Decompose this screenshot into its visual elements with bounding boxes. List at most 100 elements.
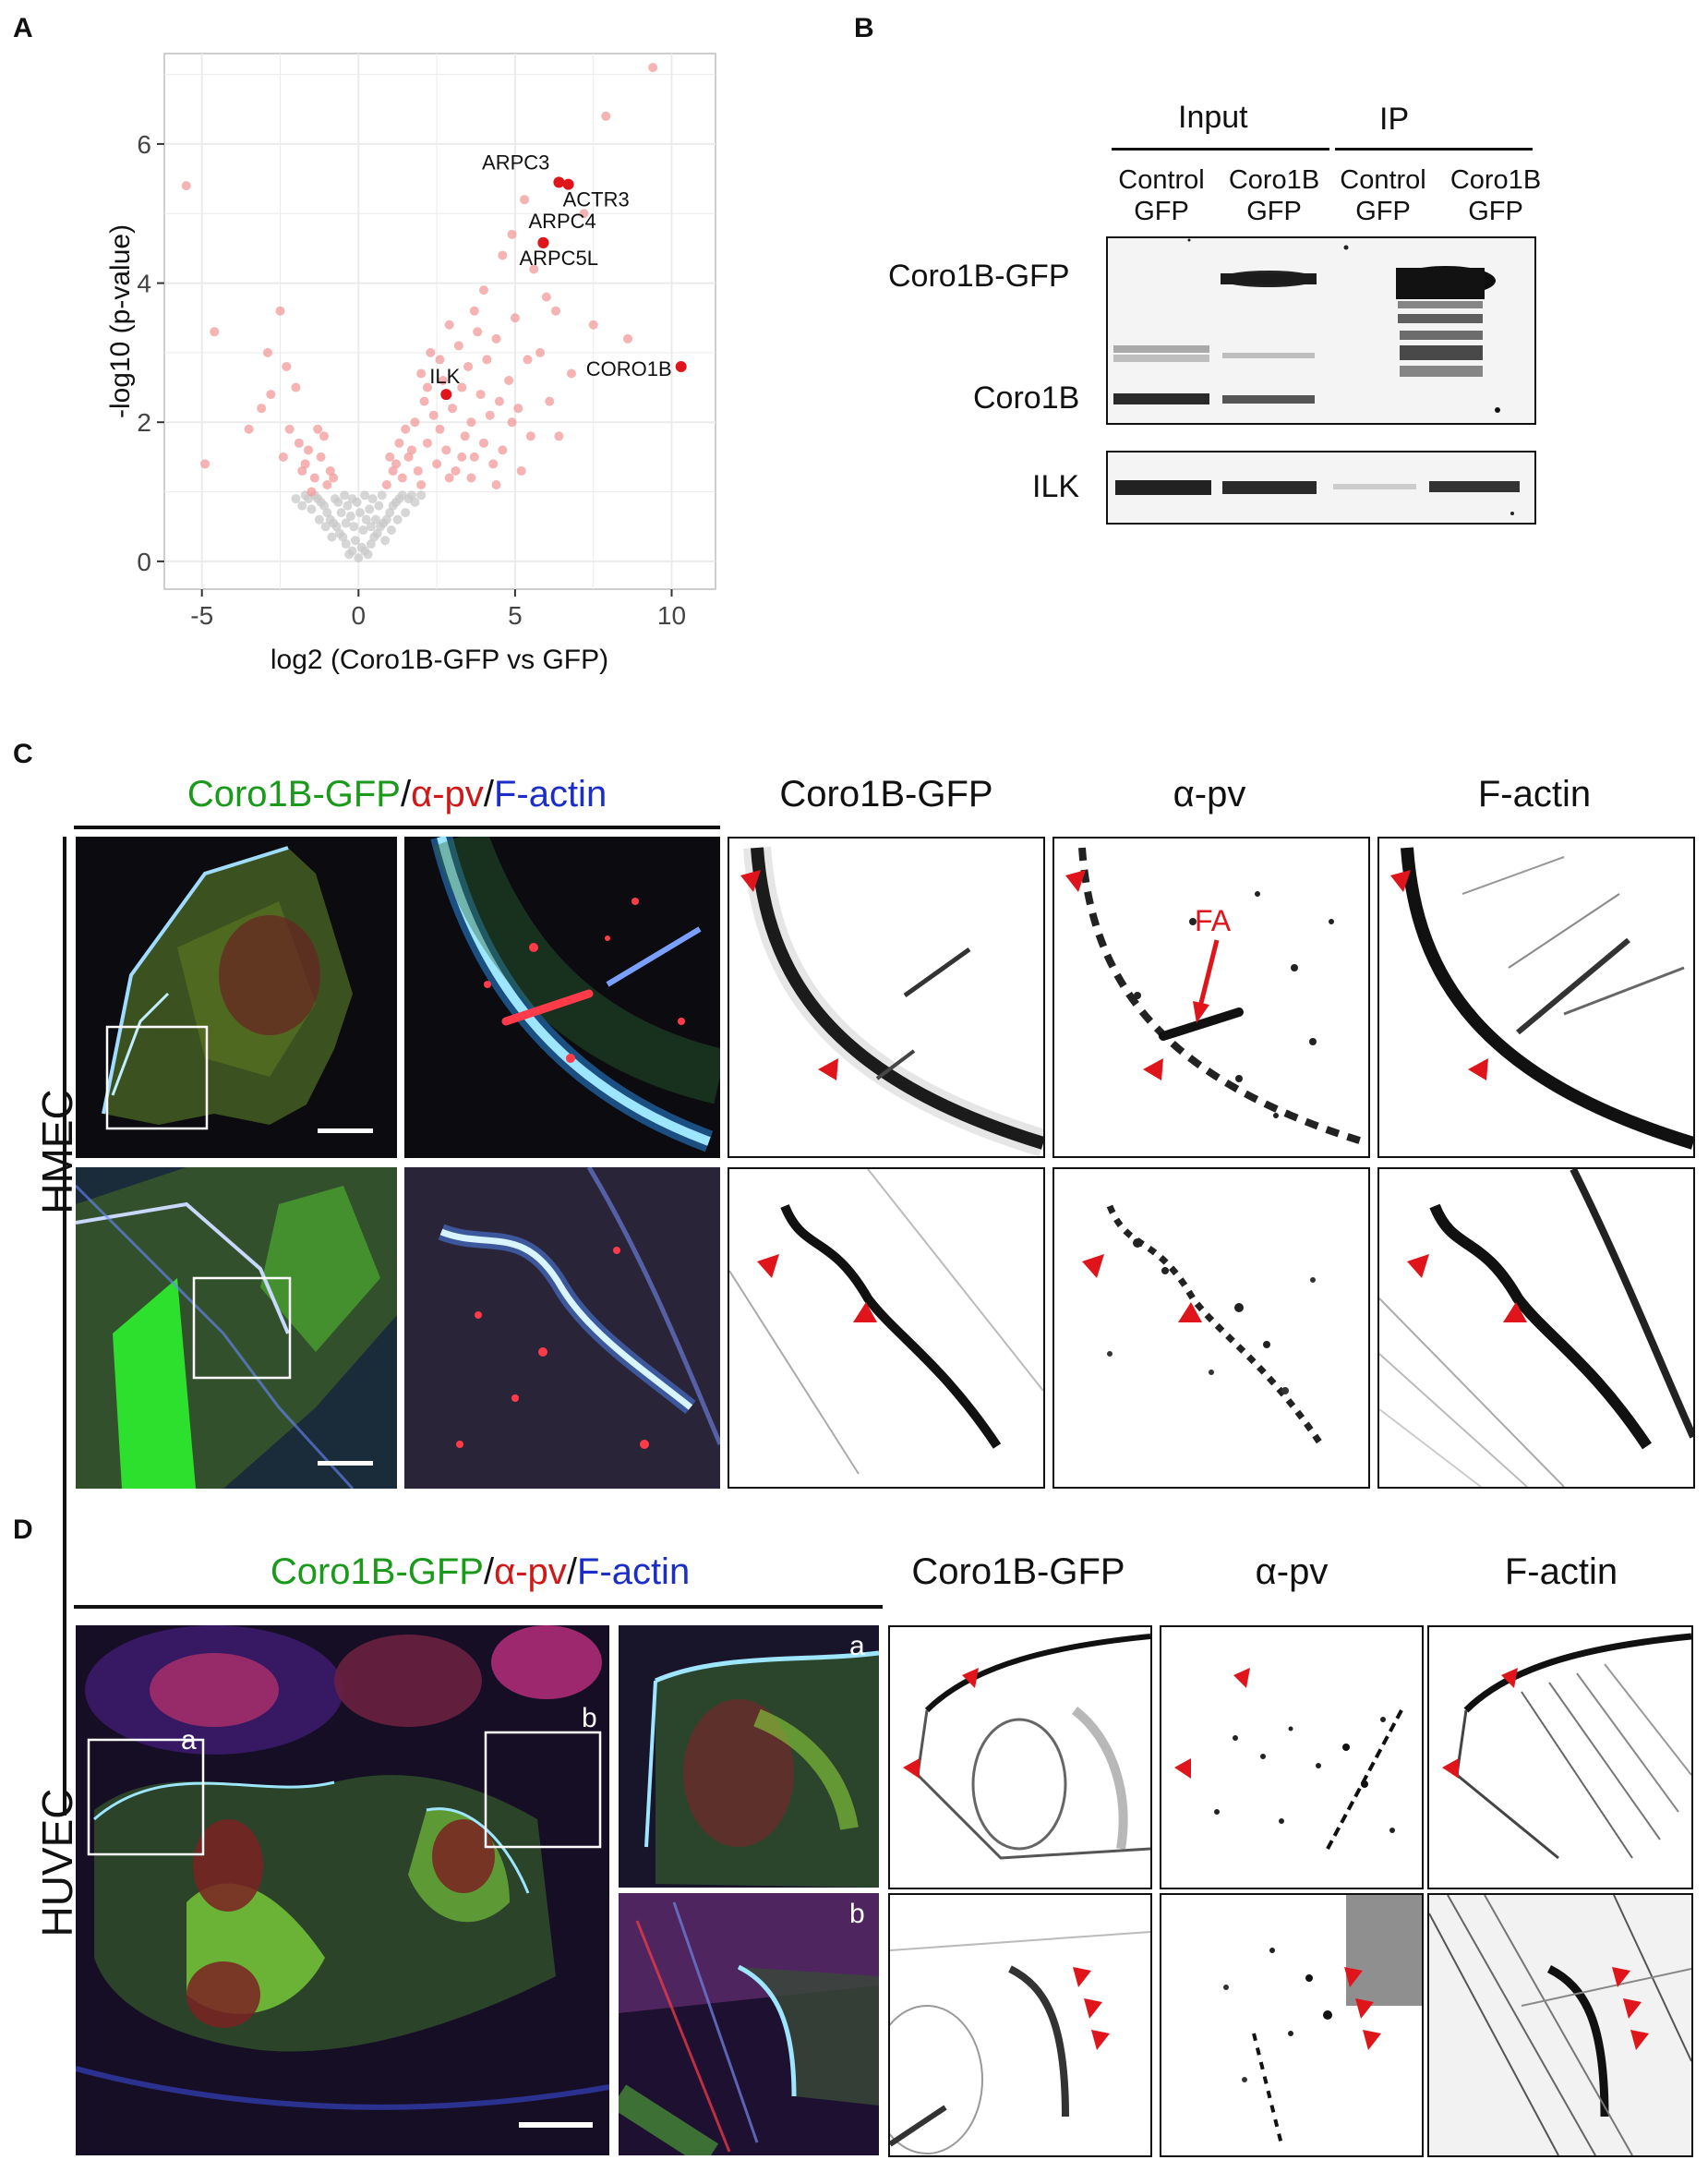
significant-point bbox=[294, 438, 304, 448]
hmec-merge-zoom-2 bbox=[404, 1167, 720, 1489]
significant-point bbox=[244, 424, 254, 434]
significant-point bbox=[257, 404, 267, 414]
significant-point bbox=[623, 333, 633, 344]
nonsignificant-point bbox=[343, 501, 353, 511]
significant-point bbox=[457, 452, 467, 462]
panel-c-channel-title-1: Coro1B-GFP bbox=[779, 774, 993, 814]
huvec-coro1b-tile-1 bbox=[888, 1625, 1152, 1889]
point-label: ARPC5L bbox=[519, 247, 598, 270]
x-axis-label: log2 (Coro1B-GFP vs GFP) bbox=[271, 645, 608, 675]
highlighted-point bbox=[562, 178, 574, 190]
inset-label-a: a bbox=[849, 1631, 865, 1661]
significant-point bbox=[498, 250, 508, 260]
significant-point bbox=[278, 452, 288, 462]
nonsignificant-point bbox=[341, 518, 351, 528]
significant-point bbox=[435, 424, 445, 434]
nonsignificant-point bbox=[325, 514, 335, 525]
significant-point bbox=[529, 264, 539, 274]
significant-point bbox=[388, 465, 398, 476]
nonsignificant-point bbox=[330, 494, 340, 504]
row-label-coro1b-gfp: Coro1B-GFP bbox=[888, 259, 1070, 294]
significant-point bbox=[457, 382, 467, 392]
huvec-alpha-pv-tile-2 bbox=[1160, 1893, 1424, 2157]
significant-point bbox=[475, 390, 486, 400]
significant-point bbox=[210, 327, 220, 337]
panel-c-channel-title-3: F-actin bbox=[1477, 774, 1592, 814]
panel-d-channel-title-3: F-actin bbox=[1504, 1551, 1618, 1592]
point-label: CORO1B bbox=[586, 357, 672, 380]
significant-point bbox=[469, 452, 479, 462]
significant-point bbox=[485, 410, 495, 420]
significant-point bbox=[488, 459, 499, 469]
point-label: ILK bbox=[429, 365, 460, 388]
significant-point bbox=[416, 368, 427, 379]
significant-point bbox=[554, 431, 564, 441]
significant-point bbox=[381, 480, 391, 490]
tick-labels: -5 0 5 10 0 2 4 6 bbox=[137, 130, 686, 630]
huvec-factin-tile-2 bbox=[1427, 1893, 1693, 2157]
significant-point bbox=[416, 480, 427, 490]
significant-point bbox=[648, 63, 658, 73]
hmec-merge-overview-2 bbox=[76, 1167, 397, 1489]
significant-point bbox=[329, 473, 339, 483]
significant-point bbox=[482, 355, 492, 365]
significant-point bbox=[451, 465, 461, 476]
blot-membrane-top bbox=[1106, 236, 1536, 425]
hmec-alpha-pv-tile-2 bbox=[1052, 1167, 1370, 1489]
nonsignificant-point bbox=[394, 494, 404, 504]
ip-group-label: IP bbox=[1379, 102, 1410, 137]
huvec-merge-inset-b: b bbox=[619, 1893, 879, 2155]
significant-point bbox=[282, 361, 292, 371]
significant-point bbox=[520, 195, 530, 205]
significant-point bbox=[419, 396, 429, 406]
significant-point bbox=[435, 355, 445, 365]
nonsignificant-point bbox=[336, 508, 346, 518]
significant-point bbox=[406, 445, 416, 455]
significant-point bbox=[322, 480, 332, 490]
significant-point bbox=[494, 396, 504, 406]
significant-point bbox=[491, 333, 501, 344]
nonsignificant-point bbox=[380, 536, 391, 546]
nonsignificant-point bbox=[392, 514, 403, 525]
point-label: ARPC3 bbox=[482, 151, 549, 174]
panel-d-merge-title-rule bbox=[74, 1605, 883, 1609]
significant-point bbox=[516, 465, 526, 476]
significant-point bbox=[438, 376, 448, 386]
significant-point bbox=[422, 438, 432, 448]
significant-point bbox=[444, 320, 454, 330]
inset-label-b: b bbox=[849, 1899, 865, 1929]
significant-point bbox=[469, 306, 479, 316]
panel-c-row-bar bbox=[63, 837, 66, 1816]
panel-d-merge-title: Coro1B-GFP/α-pv/F-actin bbox=[270, 1551, 691, 1592]
huvec-alpha-pv-tile-1 bbox=[1160, 1625, 1424, 1889]
hmec-merge-overview-1 bbox=[76, 837, 397, 1158]
highlighted-point bbox=[537, 236, 549, 248]
nonsignificant-point bbox=[365, 504, 375, 514]
significant-point bbox=[551, 306, 561, 316]
significant-point bbox=[284, 424, 295, 434]
significant-point bbox=[478, 285, 488, 296]
overview-inset-label-b: b bbox=[582, 1703, 597, 1733]
significant-point bbox=[507, 417, 517, 428]
y-tick-label: 4 bbox=[137, 270, 151, 298]
panel-d-channel-title-1: Coro1B-GFP bbox=[911, 1551, 1125, 1592]
significant-point bbox=[428, 410, 439, 420]
significant-point bbox=[504, 376, 514, 386]
hmec-merge-zoom-1 bbox=[404, 837, 720, 1158]
nonsignificant-point bbox=[349, 522, 359, 532]
significant-point bbox=[297, 465, 307, 476]
nonsignificant-point bbox=[355, 508, 366, 518]
significant-point bbox=[466, 473, 476, 483]
point-label: ARPC4 bbox=[528, 210, 595, 233]
significant-point bbox=[463, 361, 474, 371]
significant-point bbox=[291, 382, 301, 392]
significant-point bbox=[478, 438, 488, 448]
nonsignificant-point bbox=[307, 504, 317, 514]
significant-point bbox=[444, 473, 454, 483]
nonsignificant-point bbox=[347, 494, 357, 504]
nonsignificant-point bbox=[406, 490, 416, 501]
nonsignificant-point bbox=[322, 508, 332, 518]
significant-point bbox=[313, 424, 323, 434]
